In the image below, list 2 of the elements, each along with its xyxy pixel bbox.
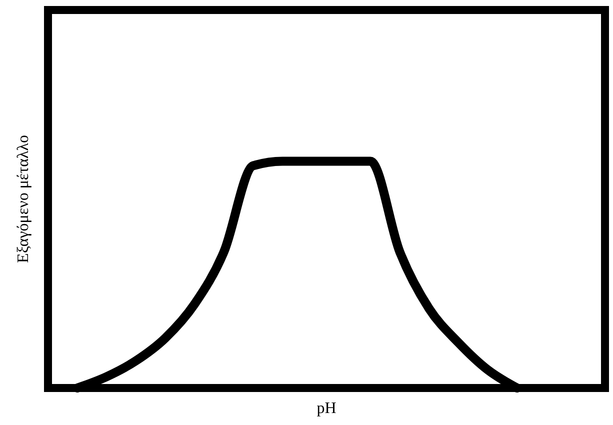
y-axis-title: Εξαγόμενο μέταλλο: [15, 135, 32, 263]
x-axis-title: pH: [316, 400, 337, 417]
